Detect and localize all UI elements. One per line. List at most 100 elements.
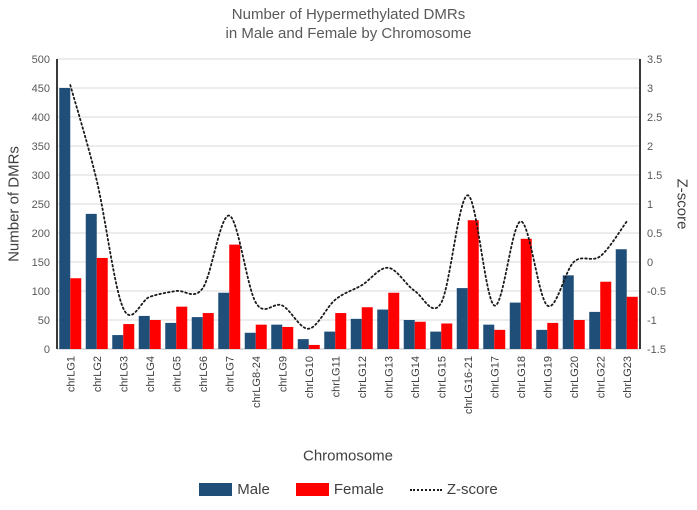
x-tick-label-chrLG11: chrLG11 [330, 356, 342, 397]
x-tick-label-chrLG12: chrLG12 [357, 356, 369, 398]
x-tick-label-chrLG9: chrLG9 [277, 356, 289, 392]
x-tick-label-chrLG13: chrLG13 [383, 356, 395, 398]
y2-tick-label-1: 1 [647, 199, 653, 211]
bar-female-chrLG23 [626, 296, 638, 349]
male-swatch [199, 483, 233, 496]
bar-female-chrLG14 [414, 321, 426, 349]
bar-female-chrLG1 [70, 278, 82, 349]
x-tick-label-chrLG17: chrLG17 [489, 356, 501, 398]
bar-female-chrLG19 [547, 322, 559, 349]
chart-title-line1: Number of Hypermethylated DMRs [231, 6, 466, 23]
bar-female-chrLG22 [600, 281, 612, 349]
y2-tick-label-1.5: 1.5 [647, 170, 662, 182]
bar-male-chrLG11 [324, 331, 336, 349]
bar-male-chrLG18 [509, 302, 521, 349]
bar-male-chrLG14 [403, 320, 415, 349]
bar-female-chrLG8-24 [255, 324, 267, 349]
bar-male-chrLG9 [271, 324, 283, 349]
zscore-line-marker [409, 488, 442, 491]
bar-male-chrLG7 [218, 292, 230, 349]
x-axis-title: Chromosome [302, 447, 394, 465]
bar-male-chrLG15 [430, 331, 442, 349]
x-tick-label-chrLG7: chrLG7 [224, 356, 236, 392]
bar-female-chrLG7 [229, 244, 241, 349]
bar-male-chrLG1 [59, 88, 71, 349]
x-tick-label-chrLG15: chrLG15 [436, 356, 448, 398]
y-axis-title: Number of DMRs [5, 146, 23, 262]
legend-item-female: Female [295, 481, 384, 498]
bar-male-chrLG12 [350, 318, 362, 349]
bar-female-chrLG10 [308, 344, 320, 349]
y-tick-label-500: 500 [32, 54, 50, 66]
female-swatch [295, 483, 329, 496]
bar-male-chrLG17 [483, 324, 495, 349]
legend: Male Female Z-score [0, 481, 697, 498]
x-tick-label-chrLG10: chrLG10 [304, 356, 316, 398]
bar-male-chrLG2 [85, 213, 97, 349]
y2-tick-label-3.5: 3.5 [647, 54, 662, 66]
y2-tick-label-2: 2 [647, 141, 653, 153]
y2-tick-label-2.5: 2.5 [647, 112, 662, 124]
bar-male-chrLG5 [165, 322, 177, 349]
legend-item-male: Male [199, 481, 270, 498]
bar-male-chrLG19 [536, 329, 548, 349]
zscore-line [69, 84, 628, 330]
bar-male-chrLG3 [112, 335, 124, 349]
bar-male-chrLG20 [562, 275, 574, 349]
x-tick-label-chrLG22: chrLG22 [595, 356, 607, 398]
bar-female-chrLG15 [441, 323, 453, 349]
legend-male-label: Male [237, 481, 270, 498]
bar-male-chrLG22 [589, 311, 601, 349]
bar-male-chrLG8-24 [244, 332, 256, 349]
y-tick-label-250: 250 [32, 199, 50, 211]
x-tick-label-chrLG6: chrLG6 [198, 356, 210, 392]
bar-male-chrLG16-21 [456, 288, 468, 349]
bar-male-chrLG13 [377, 309, 389, 349]
y2-tick-label-3: 3 [647, 83, 653, 95]
bar-female-chrLG5 [176, 306, 188, 349]
bar-female-chrLG18 [520, 238, 532, 349]
bar-female-chrLG20 [573, 320, 585, 349]
y2-tick-label--1.5: -1.5 [647, 344, 666, 356]
bar-female-chrLG16-21 [467, 220, 479, 349]
legend-female-label: Female [333, 481, 384, 498]
legend-item-zscore: Z-score [409, 481, 498, 498]
y-tick-label-0: 0 [44, 344, 50, 356]
bar-female-chrLG4 [149, 320, 161, 349]
x-tick-label-chrLG4: chrLG4 [145, 356, 157, 392]
y-tick-label-350: 350 [32, 141, 50, 153]
bar-female-chrLG6 [202, 313, 214, 349]
bar-male-chrLG6 [191, 317, 203, 349]
x-tick-label-chrLG19: chrLG19 [542, 356, 554, 398]
y-tick-label-300: 300 [32, 170, 50, 182]
bar-female-chrLG13 [388, 292, 400, 349]
y2-tick-label-0: 0 [647, 257, 653, 269]
x-tick-label-chrLG16-21: chrLG16-21 [463, 356, 475, 414]
bar-male-chrLG10 [297, 339, 309, 349]
y2-tick-label-0.5: 0.5 [647, 228, 662, 240]
y-tick-label-400: 400 [32, 112, 50, 124]
bar-female-chrLG3 [123, 324, 135, 349]
x-tick-label-chrLG1: chrLG1 [65, 356, 77, 392]
bar-female-chrLG11 [335, 313, 347, 349]
chart-title-line2: in Male and Female by Chromosome [225, 25, 472, 42]
bar-female-chrLG12 [361, 307, 373, 349]
x-tick-label-chrLG8-24: chrLG8-24 [251, 356, 263, 408]
x-tick-label-chrLG23: chrLG23 [622, 356, 634, 398]
x-tick-label-chrLG18: chrLG18 [516, 356, 528, 398]
x-tick-label-chrLG3: chrLG3 [118, 356, 130, 392]
bar-female-chrLG17 [494, 329, 506, 349]
y2-tick-label--0.5: -0.5 [647, 286, 666, 298]
y-tick-label-100: 100 [32, 286, 50, 298]
x-tick-label-chrLG20: chrLG20 [569, 356, 581, 398]
y-tick-label-150: 150 [32, 257, 50, 269]
y-tick-label-50: 50 [38, 315, 50, 327]
y2-tick-label--1: -1 [647, 315, 657, 327]
bar-female-chrLG9 [282, 326, 294, 349]
x-tick-label-chrLG2: chrLG2 [92, 356, 104, 392]
legend-zscore-label: Z-score [446, 481, 498, 498]
y-tick-label-200: 200 [32, 228, 50, 240]
secondary-y-axis-title: Z-score [673, 178, 691, 230]
